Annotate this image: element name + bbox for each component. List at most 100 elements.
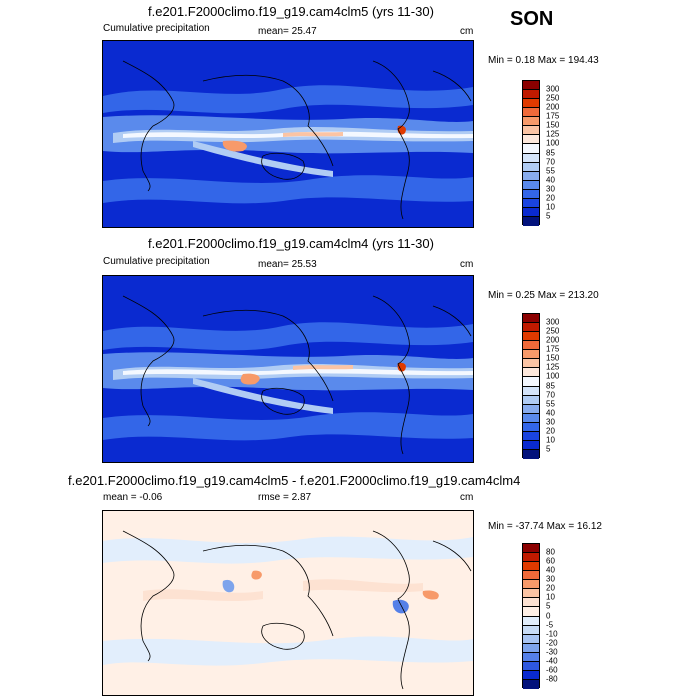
colorbar-label: 40 [546,565,555,575]
panel-3-title: f.e201.F2000climo.f19_g19.cam4clm5 - f.e… [68,473,521,488]
colorbar-segment [523,171,539,181]
colorbar-label: 5 [546,444,551,454]
colorbar-label: 10 [546,202,555,212]
colorbar-segment [523,198,539,208]
panel-2-left-label: Cumulative precipitation [103,256,210,267]
precip-map-1 [103,41,473,227]
colorbar-segment [523,607,539,617]
colorbar-label: -40 [546,656,558,666]
colorbar-label: 125 [546,129,560,139]
panel-1-colorbar-labels: 300 250 200 175 150 125 100 85 70 55 40 30 20 10 5 [546,80,576,225]
colorbar-segment [523,117,539,127]
colorbar-segment [523,144,539,154]
colorbar-label: 10 [546,435,555,445]
panel-1-units: cm [460,26,474,37]
colorbar-label: 80 [546,547,555,557]
colorbar-label: 85 [546,148,555,157]
colorbar-segment [523,189,539,199]
colorbar-label: 60 [546,556,555,566]
panel-1-minmax: Min = 0.18 Max = 194.43 [488,55,599,66]
colorbar-segment [523,180,539,190]
panel-3-mean: mean = -0.06 [103,492,163,503]
colorbar-label: -30 [546,647,558,657]
colorbar-label: 70 [546,390,555,400]
colorbar-label: 5 [546,211,551,221]
colorbar-segment [523,422,539,432]
colorbar-segment [523,377,539,387]
colorbar-segment [523,386,539,396]
colorbar-label: 30 [546,417,555,427]
panel-2-map [102,275,474,463]
panel-3-colorbar-labels: 80 60 40 30 20 10 5 0 -5 -10 -20 -30 -40 -60 -80 [546,543,576,688]
colorbar-segment [523,589,539,599]
colorbar-segment [523,598,539,608]
season-label: SON [510,8,554,30]
colorbar-segment [523,108,539,118]
colorbar-segment [523,413,539,423]
colorbar-segment [523,162,539,172]
colorbar-label: 70 [546,157,555,167]
colorbar-segment [523,359,539,369]
colorbar-segment [523,661,539,671]
colorbar-label: -80 [546,674,558,684]
colorbar-label: 250 [546,326,560,336]
colorbar-segment [523,153,539,163]
colorbar-label: 55 [546,166,555,176]
colorbar-label: 20 [546,583,555,593]
precip-map-2 [103,276,473,462]
colorbar-label: 85 [546,381,555,390]
colorbar-label: -10 [546,629,558,639]
diff-map [103,511,473,695]
panel-1-mean: mean= 25.47 [258,26,317,37]
colorbar-segment [523,350,539,360]
colorbar-label: 40 [546,408,555,418]
panel-3-units: cm [460,492,474,503]
panel-3-colorbar [522,543,540,689]
panel-2-minmax: Min = 0.25 Max = 213.20 [488,290,599,301]
panel-2-mean: mean= 25.53 [258,259,317,270]
colorbar-segment [523,99,539,109]
colorbar-label: 100 [546,138,560,148]
panel-2-title: f.e201.F2000climo.f19_g19.cam4clm4 (yrs … [148,236,434,251]
colorbar-segment [523,431,539,441]
colorbar-segment [523,580,539,590]
colorbar-segment [523,670,539,680]
colorbar-segment [523,625,539,635]
colorbar-label: 175 [546,344,560,354]
panel-2-colorbar [522,313,540,459]
panel-1-colorbar [522,80,540,226]
colorbar-segment [523,81,539,91]
colorbar-label: 20 [546,193,555,203]
colorbar-segment [523,395,539,405]
colorbar-label: 175 [546,111,560,121]
colorbar-segment [523,90,539,100]
colorbar-segment [523,634,539,644]
colorbar-segment [523,679,539,689]
colorbar-segment [523,643,539,653]
colorbar-segment [523,216,539,226]
colorbar-label: -20 [546,638,558,648]
panel-3-map [102,510,474,696]
panel-2-units: cm [460,259,474,270]
colorbar-label: 300 [546,317,560,327]
colorbar-segment [523,553,539,563]
colorbar-segment [523,449,539,459]
colorbar-label: 10 [546,592,555,602]
colorbar-label: 200 [546,335,560,345]
colorbar-label: 0 [546,611,551,620]
panel-1-left-label: Cumulative precipitation [103,23,210,34]
colorbar-label: 150 [546,353,560,363]
colorbar-segment [523,135,539,145]
colorbar-label: 30 [546,184,555,194]
colorbar-segment [523,126,539,136]
colorbar-label: 55 [546,399,555,409]
colorbar-segment [523,571,539,581]
colorbar-label: 200 [546,102,560,112]
colorbar-label: 5 [546,601,551,611]
colorbar-segment [523,562,539,572]
colorbar-label: 40 [546,175,555,185]
colorbar-label: 300 [546,84,560,94]
colorbar-segment [523,207,539,217]
colorbar-label: 100 [546,371,560,381]
panel-1-title: f.e201.F2000climo.f19_g19.cam4clm5 (yrs … [148,4,434,19]
